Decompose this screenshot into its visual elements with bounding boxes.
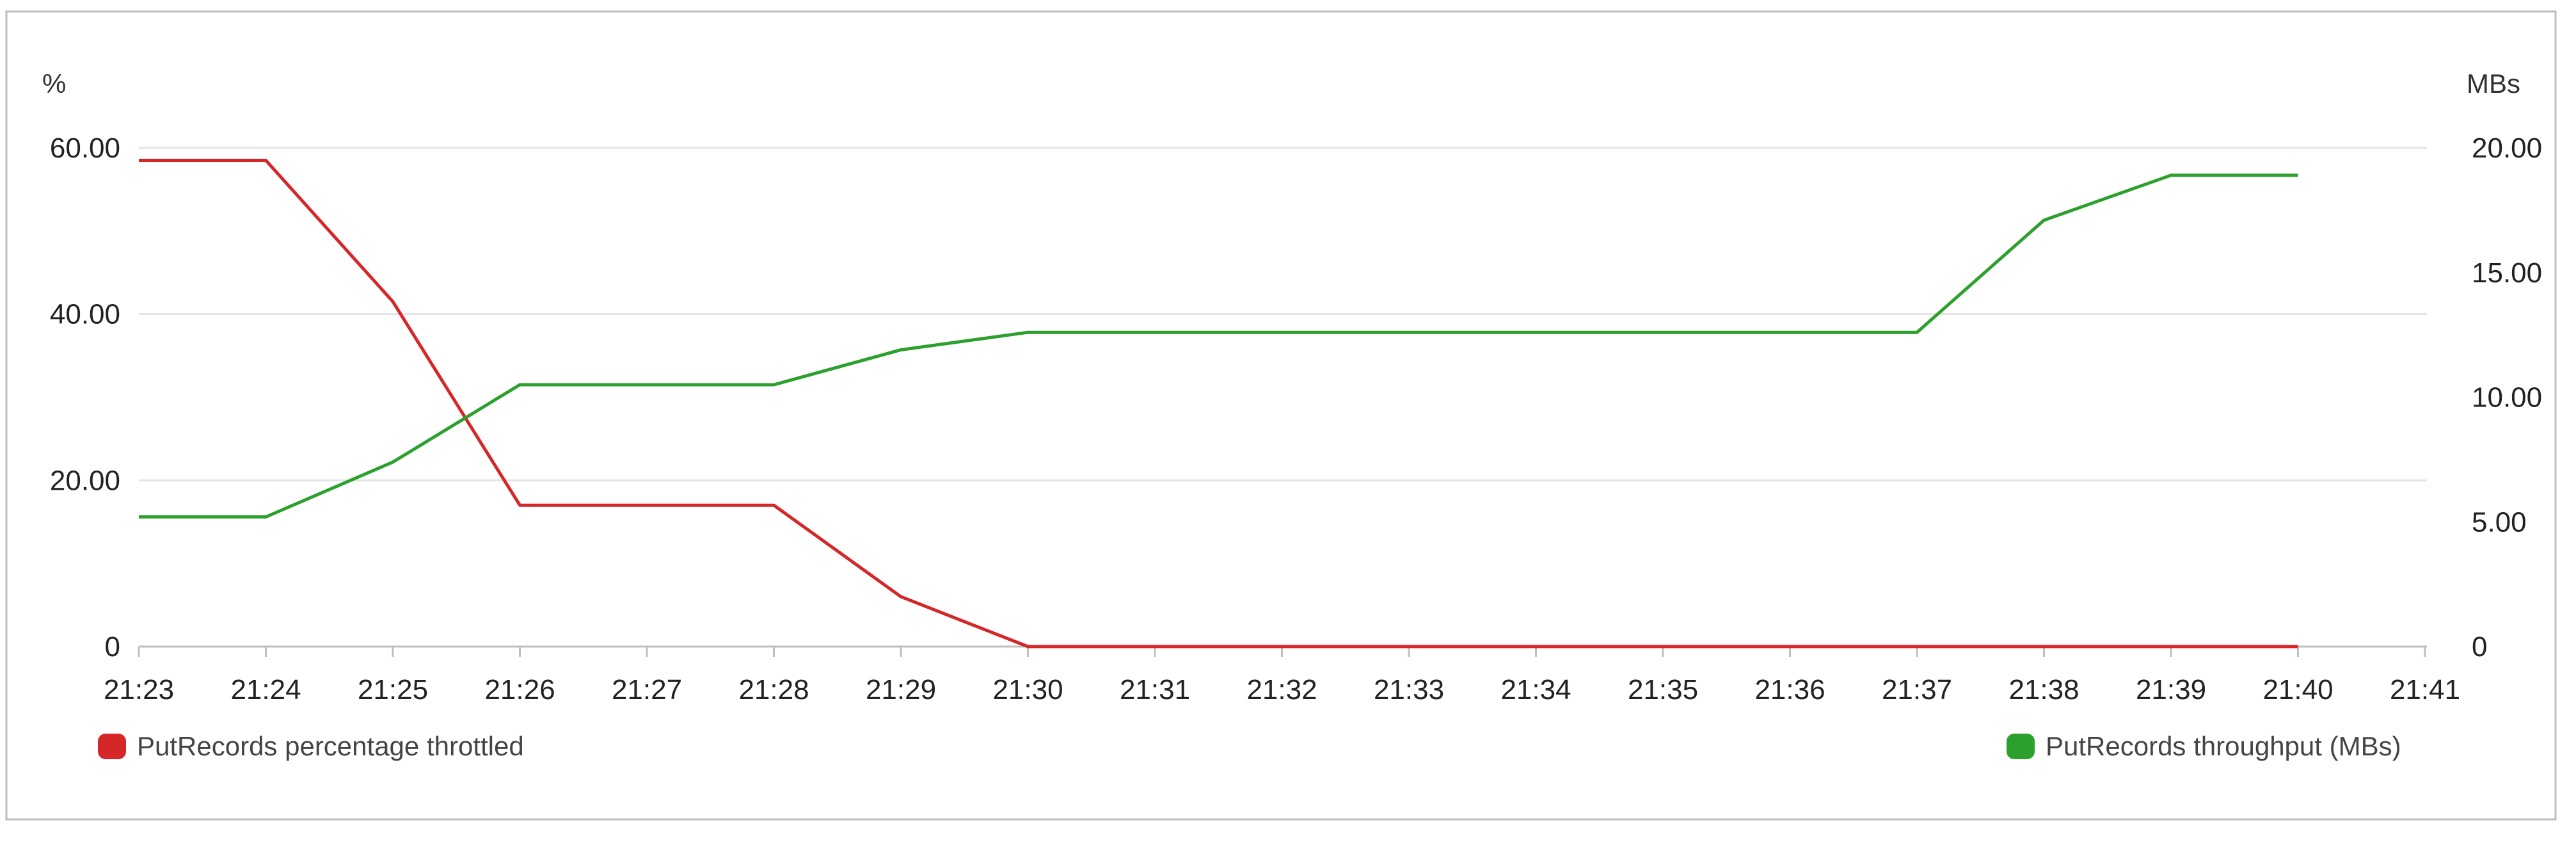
y-right-unit-label: MBs xyxy=(2467,68,2520,99)
series-line-throttled xyxy=(139,159,2298,648)
x-tick-label: 21:33 xyxy=(1374,674,1444,705)
y-left-tick-label: 20.00 xyxy=(50,465,120,496)
y-right-tick-label: 5.00 xyxy=(2472,506,2527,538)
x-tick-label: 21:34 xyxy=(1500,674,1571,705)
x-tick-label: 21:39 xyxy=(2136,674,2206,705)
x-tick-label: 21:37 xyxy=(1882,674,1952,705)
legend-label-throttled[interactable]: PutRecords percentage throttled xyxy=(137,731,524,761)
y-left-tick-label: 40.00 xyxy=(50,299,120,330)
x-tick-label: 21:36 xyxy=(1754,674,1825,705)
legend-swatch-throughput[interactable] xyxy=(2007,734,2035,759)
series xyxy=(139,159,2298,648)
chart-frame xyxy=(5,10,2557,821)
x-tick-label: 21:25 xyxy=(358,674,428,705)
x-tick-labels: 21:23 21:24 21:25 21:26 21:27 21:28 21:29 21:30… xyxy=(104,674,2460,705)
x-tick-label: 21:31 xyxy=(1120,674,1190,705)
x-tick-label: 21:26 xyxy=(484,674,555,705)
y-right-tick-label: 0 xyxy=(2472,631,2487,663)
x-tick-label: 21:41 xyxy=(2390,674,2460,705)
y-left-tick-label: 60.00 xyxy=(50,133,120,164)
y-right-tick-label: 15.00 xyxy=(2472,257,2542,289)
legend: PutRecords percentage throttled PutRecor… xyxy=(98,731,2401,761)
legend-label-throughput[interactable]: PutRecords throughput (MBs) xyxy=(2046,731,2401,761)
y-right-tick-labels: 0 5.00 10.00 15.00 20.00 xyxy=(2472,133,2542,663)
x-tick-label: 21:24 xyxy=(230,674,301,705)
x-tick-marks xyxy=(138,647,2426,657)
x-tick-label: 21:35 xyxy=(1628,674,1698,705)
x-tick-label: 21:32 xyxy=(1246,674,1317,705)
x-tick-label: 21:30 xyxy=(992,674,1063,705)
x-tick-label: 21:28 xyxy=(738,674,809,705)
y-right-tick-label: 10.00 xyxy=(2472,382,2542,414)
x-tick-label: 21:27 xyxy=(612,674,682,705)
y-left-tick-label: 0 xyxy=(105,631,120,663)
y-right-tick-label: 20.00 xyxy=(2472,133,2542,164)
x-tick-label: 21:38 xyxy=(2008,674,2079,705)
legend-swatch-throttled[interactable] xyxy=(98,734,126,759)
y-left-unit-label: % xyxy=(42,68,66,99)
x-tick-label: 21:40 xyxy=(2262,674,2333,705)
y-left-tick-labels: 0 20.00 40.00 60.00 xyxy=(50,133,120,663)
grid xyxy=(139,147,2427,481)
x-tick-label: 21:29 xyxy=(866,674,936,705)
x-tick-label: 21:23 xyxy=(104,674,174,705)
series-line-throughput xyxy=(139,173,2298,519)
